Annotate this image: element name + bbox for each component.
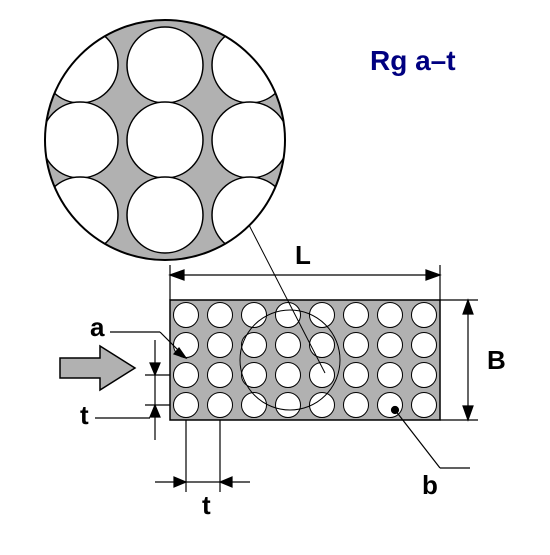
magnifier-view (40, 15, 290, 265)
dimension-B (440, 300, 478, 420)
dimension-t-vertical (145, 340, 170, 440)
diagram-canvas: Rg a–t (0, 0, 550, 550)
label-L: L (295, 240, 311, 271)
perforated-sheet (170, 300, 440, 420)
label-t-bottom: t (202, 490, 211, 521)
label-a: a (90, 312, 104, 343)
label-b: b (422, 470, 438, 501)
dimension-t-horizontal (155, 420, 250, 492)
label-B: B (487, 345, 506, 376)
diagram-svg (0, 0, 550, 550)
direction-arrow-icon (60, 346, 135, 390)
label-t-left: t (80, 400, 89, 431)
diagram-title: Rg a–t (370, 45, 456, 77)
